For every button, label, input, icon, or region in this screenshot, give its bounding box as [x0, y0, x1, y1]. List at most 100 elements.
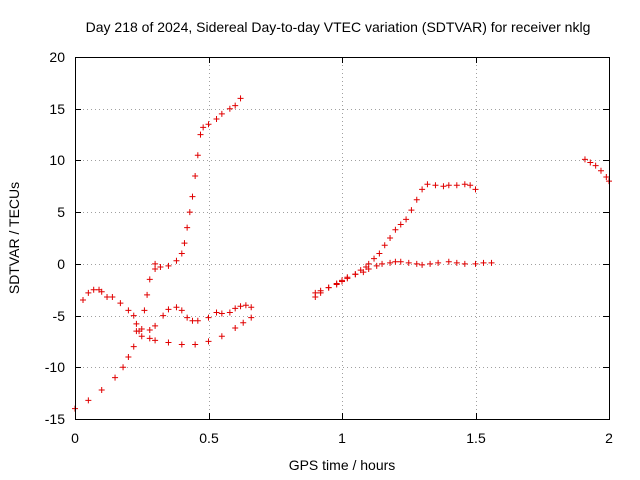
- x-tick-label: 1.5: [466, 430, 486, 446]
- data-point: [218, 110, 225, 117]
- data-point: [472, 186, 479, 193]
- data-point: [90, 286, 97, 293]
- x-axis-label: GPS time / hours: [289, 457, 396, 473]
- x-axis-tick-labels: 0 0.5 1 1.5 2: [71, 430, 613, 446]
- data-point: [427, 260, 434, 267]
- data-point: [352, 271, 359, 278]
- data-point: [467, 182, 474, 189]
- data-point: [192, 341, 199, 348]
- data-point: [186, 209, 193, 216]
- data-point: [581, 156, 588, 163]
- y-axis-label: SDTVAR / TECUs: [6, 182, 22, 294]
- data-point: [173, 304, 180, 311]
- data-point: [146, 335, 153, 342]
- series-trace-b: [80, 286, 255, 334]
- series-trace-c: [133, 314, 255, 348]
- data-point: [363, 263, 370, 270]
- data-point: [112, 374, 119, 381]
- data-point: [173, 257, 180, 264]
- data-point: [232, 305, 239, 312]
- data-point: [237, 95, 244, 102]
- y-tick-label: 15: [49, 101, 65, 117]
- data-point: [232, 324, 239, 331]
- series-trace-e: [312, 181, 479, 296]
- data-point: [218, 310, 225, 317]
- data-point: [387, 259, 394, 266]
- data-point: [152, 322, 159, 329]
- data-point: [130, 312, 137, 319]
- y-tick-label: 5: [57, 204, 65, 220]
- data-point: [603, 173, 610, 180]
- data-point: [178, 341, 185, 348]
- data-point: [104, 293, 111, 300]
- data-point: [144, 291, 151, 298]
- data-point: [205, 314, 212, 321]
- data-point: [381, 242, 388, 249]
- data-point: [453, 259, 460, 266]
- grid-lines: [75, 57, 609, 419]
- data-point: [392, 226, 399, 233]
- data-point: [387, 235, 394, 241]
- data-point: [146, 276, 153, 283]
- data-point: [440, 183, 447, 190]
- x-tick-label: 0.5: [199, 430, 219, 446]
- y-axis-tick-labels: -15 -10 -5 0 5 10 15 20: [45, 49, 65, 427]
- y-tick-label: -10: [45, 359, 65, 375]
- data-point: [152, 337, 159, 344]
- data-point: [242, 302, 249, 309]
- data-point: [325, 284, 332, 291]
- data-point: [392, 258, 399, 265]
- data-point: [317, 287, 324, 294]
- axis-ticks: [75, 57, 610, 420]
- data-point: [248, 314, 255, 321]
- data-point: [125, 307, 132, 314]
- data-point: [200, 124, 207, 131]
- data-point: [98, 387, 105, 394]
- data-point: [192, 172, 199, 179]
- data-point: [472, 260, 479, 267]
- data-point: [344, 274, 351, 281]
- data-point: [424, 181, 431, 188]
- data-point: [379, 260, 386, 267]
- data-point: [178, 307, 185, 314]
- data-point: [130, 343, 137, 350]
- data-point: [248, 304, 255, 311]
- data-point: [408, 207, 415, 214]
- data-point: [194, 152, 201, 159]
- data-point: [157, 263, 164, 270]
- data-point: [165, 306, 172, 313]
- x-tick-label: 0: [71, 430, 79, 446]
- data-point: [165, 339, 172, 346]
- data-point: [413, 260, 420, 267]
- data-point: [178, 250, 185, 257]
- series-trace-a: [72, 95, 244, 412]
- data-point: [435, 259, 442, 266]
- data-point: [413, 196, 420, 203]
- data-point: [419, 186, 426, 193]
- data-point: [117, 300, 124, 307]
- data-point: [205, 338, 212, 345]
- data-point: [165, 262, 172, 269]
- data-point: [120, 364, 127, 371]
- data-point: [373, 262, 380, 269]
- data-point: [138, 333, 145, 340]
- data-point: [98, 288, 105, 295]
- data-point: [357, 267, 364, 274]
- data-point: [226, 105, 233, 112]
- data-point: [397, 258, 404, 265]
- data-point: [213, 309, 220, 316]
- data-point: [312, 289, 319, 296]
- data-point: [133, 320, 140, 327]
- data-point: [85, 397, 92, 404]
- data-point: [160, 312, 167, 319]
- data-point: [218, 333, 225, 340]
- data-points: [72, 95, 612, 412]
- data-point: [232, 102, 239, 109]
- data-point: [461, 181, 468, 188]
- data-point: [189, 317, 196, 324]
- data-point: [240, 319, 247, 326]
- data-point: [152, 260, 159, 267]
- data-point: [138, 326, 145, 333]
- data-point: [371, 255, 378, 262]
